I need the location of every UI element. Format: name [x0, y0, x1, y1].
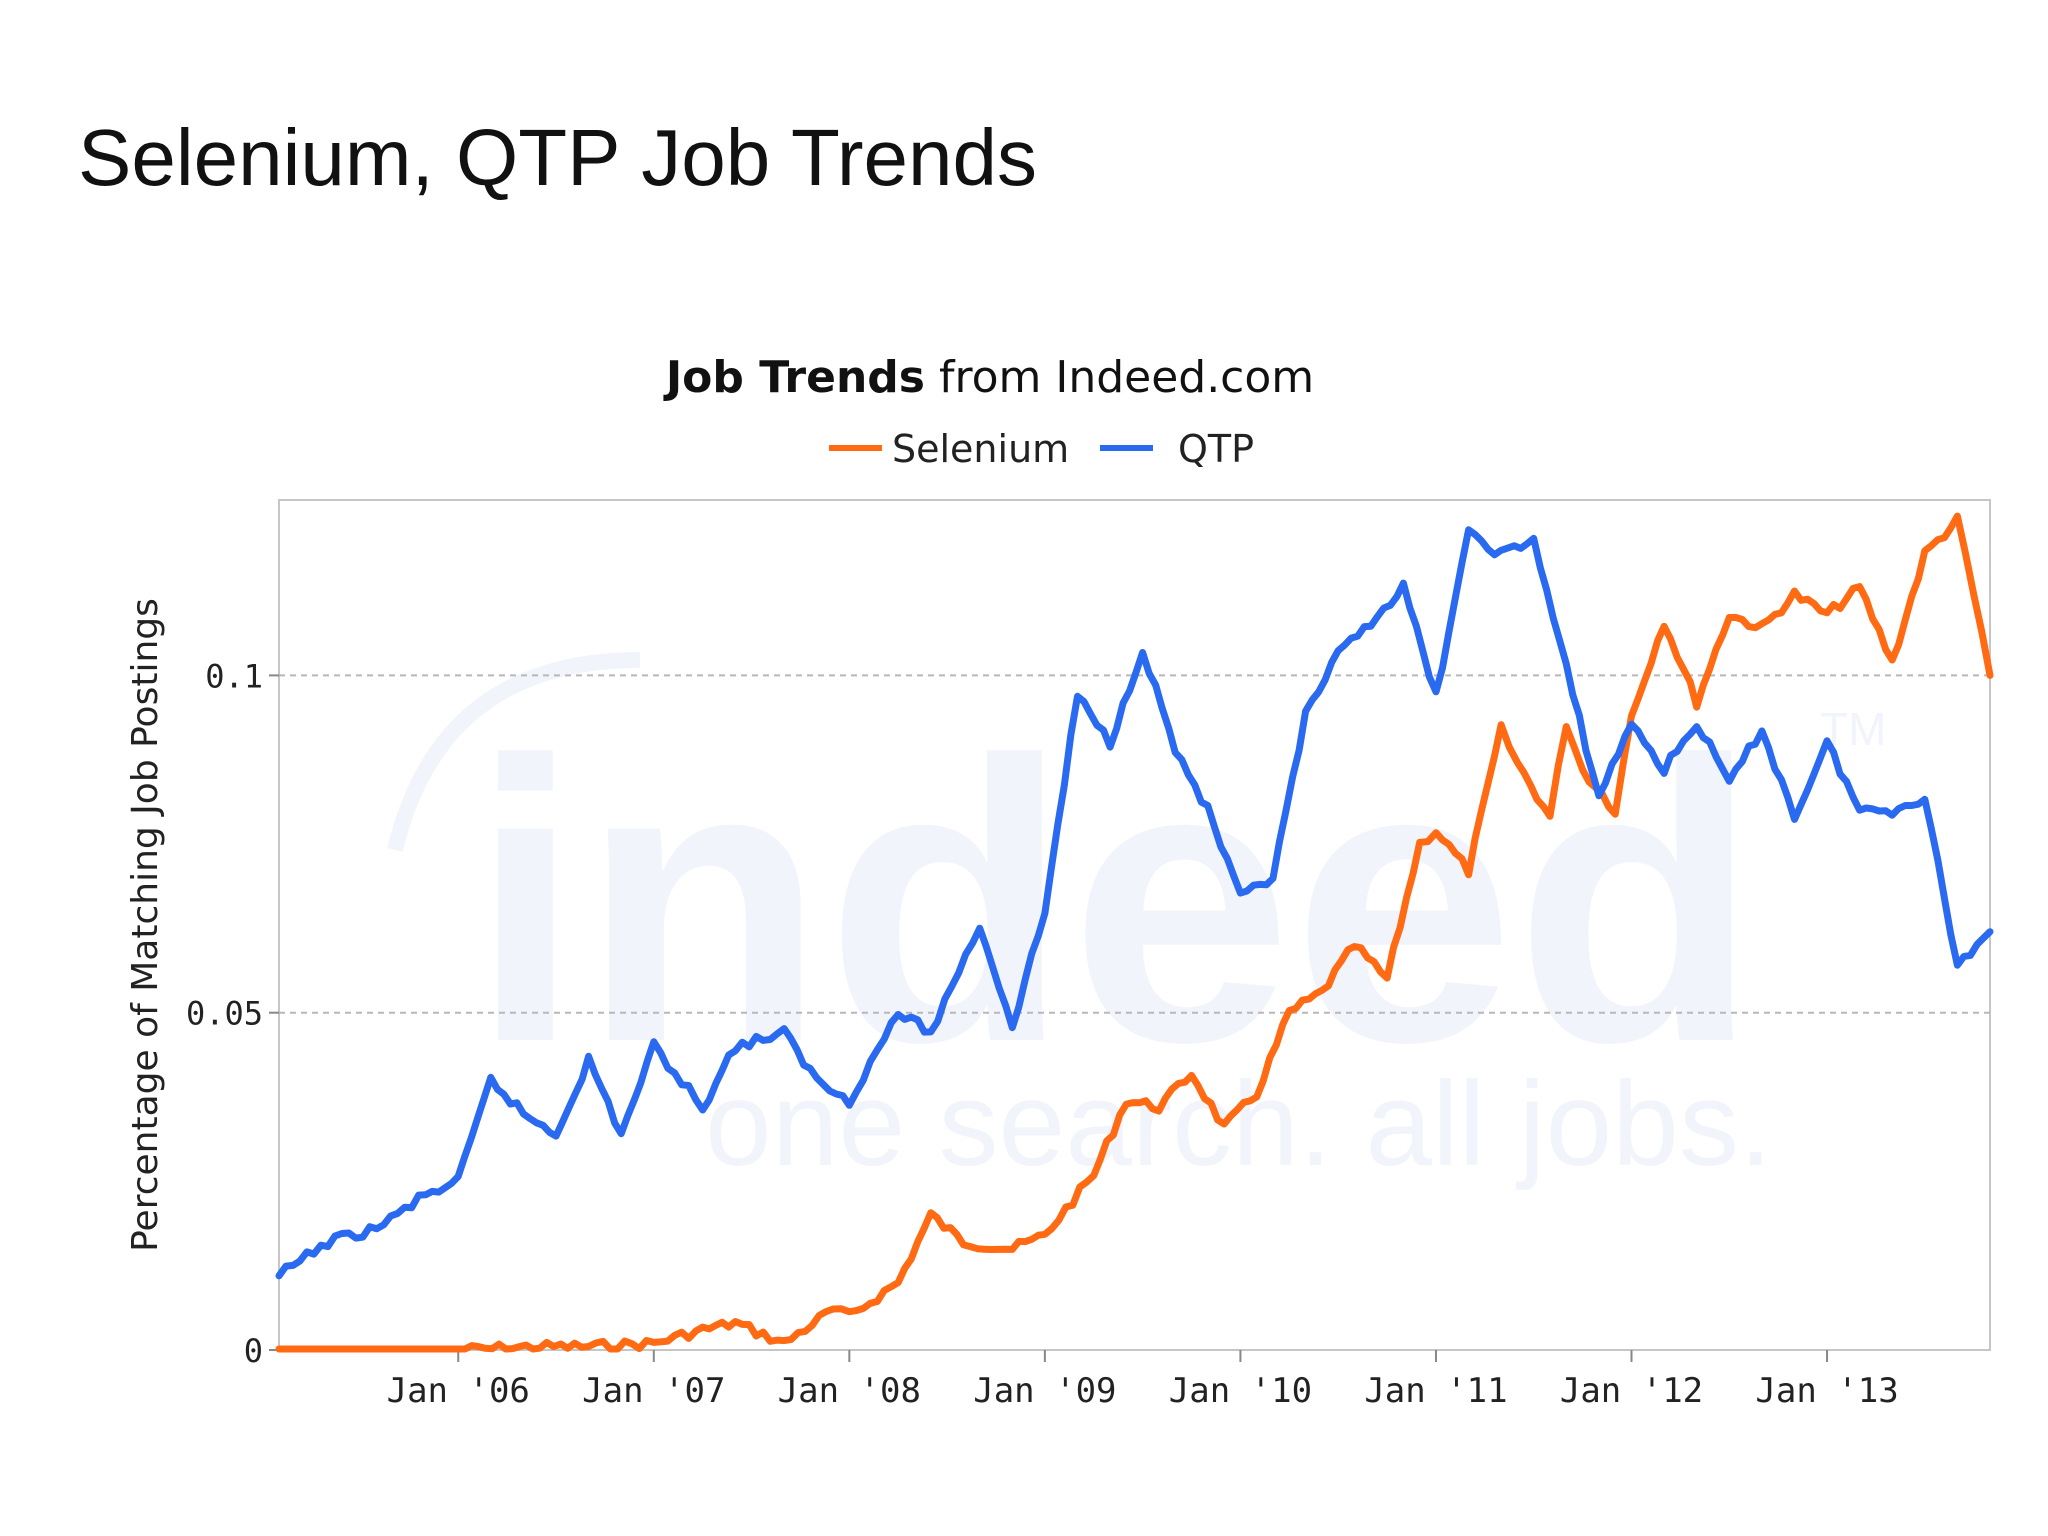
x-tick-label-7: Jan '13 — [1755, 1371, 1898, 1411]
legend-label-selenium: Selenium — [892, 427, 1069, 471]
x-tick-label-4: Jan '10 — [1169, 1371, 1312, 1411]
x-tick-label-3: Jan '09 — [973, 1371, 1116, 1411]
series-lines — [275, 512, 1994, 1353]
chart-title-bold: Job Trends — [663, 352, 925, 403]
x-tick-label-2: Jan '08 — [778, 1371, 921, 1411]
x-tick-label-1: Jan '07 — [582, 1371, 725, 1411]
legend: Selenium QTP — [829, 427, 1254, 471]
slide-title: Selenium, QTP Job Trends — [78, 113, 1037, 202]
x-axis-ticks: Jan '06 Jan '07 Jan '08 Jan '09 Jan '10 Jan '… — [387, 1350, 1899, 1411]
watermark-logo: indeed — [470, 678, 1759, 1125]
x-tick-label-6: Jan '12 — [1560, 1371, 1703, 1411]
watermark-tagline: one search. all jobs. — [705, 1057, 1772, 1191]
series-line-selenium — [275, 512, 1994, 1353]
x-tick-label-5: Jan '11 — [1364, 1371, 1507, 1411]
legend-label-qtp: QTP — [1178, 427, 1254, 471]
watermark-arc — [387, 652, 641, 852]
y-tick-label-1: 0.05 — [186, 995, 263, 1033]
plot-area — [278, 499, 1991, 1351]
series-line-qtp — [275, 526, 1994, 1280]
y-tick-label-2: 0.1 — [205, 657, 263, 695]
chart-title: Job Trends from Indeed.com — [663, 352, 1314, 403]
y-axis-label: Percentage of Matching Job Postings — [125, 598, 166, 1252]
chart-title-rest: from Indeed.com — [925, 352, 1314, 403]
x-tick-label-0: Jan '06 — [387, 1371, 530, 1411]
indeed-watermark: indeed one search. all jobs. TM — [387, 652, 1886, 1191]
y-tick-label-0: 0 — [244, 1332, 263, 1370]
y-axis-ticks: 0 0.05 0.1 — [186, 657, 279, 1370]
